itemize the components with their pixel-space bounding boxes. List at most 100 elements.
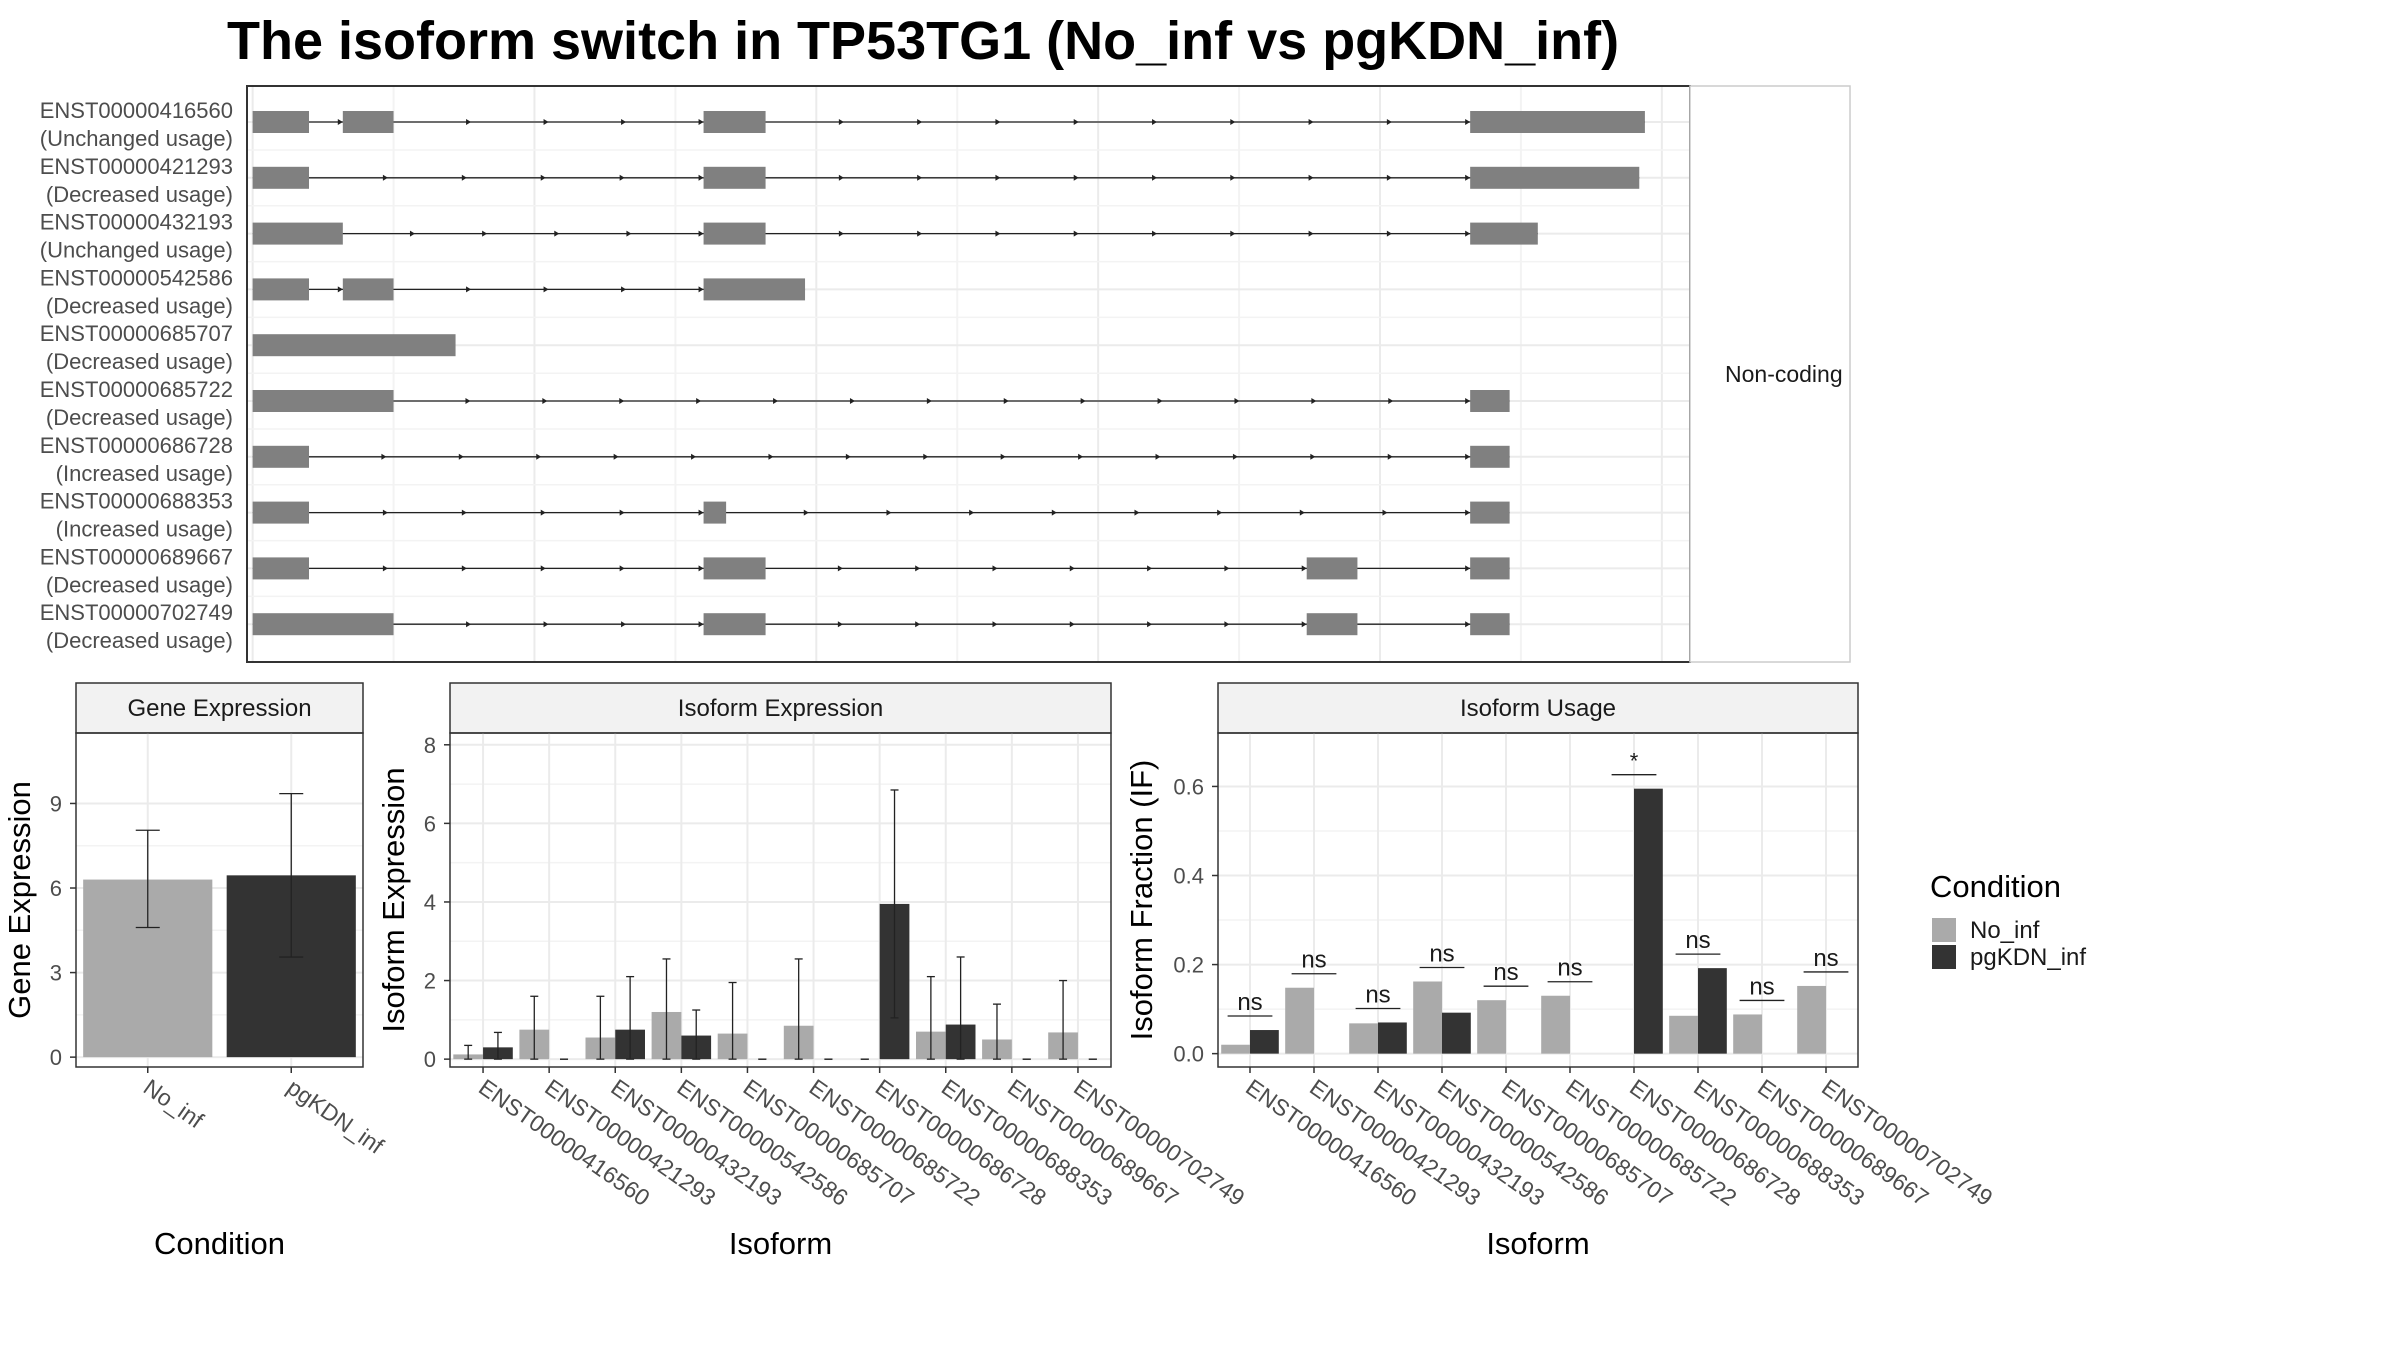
strand-arrow [915,621,921,628]
strand-arrow [995,119,1001,125]
y-axis-title: Isoform Fraction (IF) [1124,760,1159,1041]
strand-arrow [1230,119,1236,125]
strip-label: Isoform Expression [678,695,883,722]
exon-block [252,166,310,189]
strand-arrow [1073,174,1079,181]
strand-arrow [1080,398,1086,404]
strand-arrow [536,453,542,460]
transcript-id-label: ENST00000421293 [40,154,233,179]
strand-arrow [554,230,560,237]
strand-arrow [917,174,923,181]
strand-arrow [458,453,464,460]
bar-pgKDN_inf [1250,1030,1279,1054]
strand-arrow [1308,174,1314,181]
strand-arrow [1465,174,1471,181]
bar-pgKDN_inf [1698,968,1727,1054]
exon-block [703,278,806,301]
y-tick-label: 0.4 [1173,864,1204,889]
bar-No_inf [1285,987,1314,1054]
legend-swatch-No_inf [1932,918,1956,942]
bar-pgKDN_inf [1442,1012,1471,1054]
strand-arrow [621,286,627,293]
strand-arrow [1224,621,1230,628]
transcript-id-label: ENST00000702749 [40,600,233,625]
bar-No_inf [1669,1015,1698,1054]
strand-arrow [1069,565,1075,572]
strand-arrow [995,174,1001,181]
strand-arrow [1301,565,1307,572]
strand-arrow [466,119,472,125]
strand-arrow [1301,621,1307,628]
exon-block [703,222,766,245]
transcript-id-label: ENST00000542586 [40,265,233,290]
strand-arrow [915,565,921,572]
y-axis-title: Isoform Expression [376,767,411,1032]
strand-arrow [1051,509,1057,516]
exon-block [252,111,310,133]
strand-arrow [1078,453,1084,460]
strand-arrow [845,453,851,460]
strand-arrow [1311,398,1317,404]
strand-arrow [619,509,625,516]
strand-arrow [1152,230,1158,237]
strand-arrow [1465,119,1471,125]
transcript-usage-label: (Unchanged usage) [40,126,233,151]
strand-arrow [1230,174,1236,181]
exon-block [252,334,456,357]
panel-border [1217,732,1859,1068]
bar-pgKDN_inf [1634,788,1663,1054]
exon-block [1470,390,1510,412]
transcript-id-label: ENST00000685707 [40,321,233,346]
strand-arrow [1152,119,1158,125]
y-tick-label: 3 [50,961,62,986]
strand-arrow [773,398,779,404]
strand-arrow [1465,230,1471,237]
strand-arrow [465,398,471,404]
strand-arrow [837,621,843,628]
strand-arrow [886,509,892,516]
exon-block [1470,557,1510,580]
strand-arrow [691,453,697,460]
strand-arrow [1234,398,1240,404]
y-tick-label: 0.0 [1173,1042,1204,1067]
bar-pgKDN_inf [1378,1022,1407,1054]
exon-block [1470,111,1645,133]
strand-arrow [926,398,932,404]
strand-arrow [803,509,809,516]
significance-label: ns [1557,955,1582,982]
strand-arrow [337,286,343,293]
strand-arrow [621,119,627,125]
legend-title: Condition [1930,869,2061,904]
transcript-id-label: ENST00000688353 [40,489,233,514]
strip-label-non-coding: Non-coding [1725,361,1843,387]
strand-arrow [698,565,704,572]
y-tick-label: 4 [424,890,436,915]
transcript-usage-label: (Decreased usage) [46,349,233,374]
transcript-usage-label: (Decreased usage) [46,293,233,318]
strand-arrow [1157,398,1163,404]
y-tick-label: 0 [50,1045,62,1070]
isoform-usage-panel: Isoform Usage 0.0 0.2 0.4 0.6 ns ns ns ns ns ns * ns… [1124,682,1998,1261]
strand-arrow [838,174,844,181]
strand-arrow [1386,230,1392,237]
bar-No_inf [1797,985,1826,1054]
bar-No_inf [1733,1014,1762,1054]
gene-expression-panel: Gene Expression 0 3 6 9 No_inf pgKDN_inf Condit… [2,682,389,1261]
legend-label-pgKDN_inf: pgKDN_inf [1970,944,2086,971]
strand-arrow [543,621,549,628]
strand-arrow [1465,621,1471,628]
exon-block [252,445,310,468]
strand-arrow [917,119,923,125]
strand-arrow [621,621,627,628]
exon-block [1470,613,1510,636]
facet-strip [75,682,364,734]
strand-arrow [838,119,844,125]
strand-arrow [461,565,467,572]
bar-No_inf [1221,1044,1250,1054]
strand-arrow [969,509,975,516]
strand-arrow [992,621,998,628]
strand-arrow [1310,453,1316,460]
exon-block [703,166,766,189]
strand-arrow [768,453,774,460]
